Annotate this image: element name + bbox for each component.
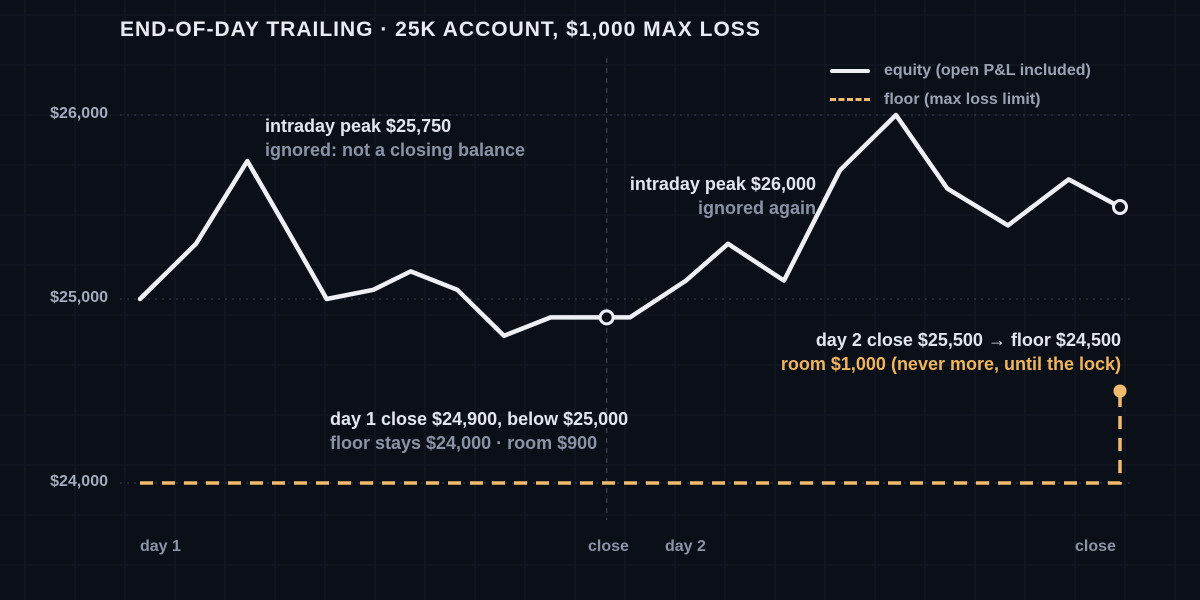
chart-title: END-OF-DAY TRAILING · 25K ACCOUNT, $1,00… <box>120 18 761 41</box>
annotation-day2-close-title: day 2 close $25,500 → floor $24,500 <box>815 330 1121 350</box>
y-tick-label-26000: $26,000 <box>50 105 108 122</box>
marker-close-0 <box>598 309 615 326</box>
x-tick-label-day1: day 1 <box>140 538 181 555</box>
annotation-day1-close-note: floor stays $24,000 · room $900 <box>330 433 598 453</box>
annotation-peak2-title: intraday peak $26,000 <box>629 174 816 194</box>
marker-close-1 <box>1112 199 1128 215</box>
annotation-peak2-note: ignored again <box>697 198 816 218</box>
annotation-peak1-note: ignored: not a closing balance <box>265 140 526 160</box>
legend-item-floor: floor (max loss limit) <box>830 89 1091 110</box>
x-tick-label-day2: day 2 <box>665 538 706 555</box>
x-tick-label-close2: close <box>1075 538 1116 555</box>
annotation-day2-close-note: room $1,000 (never more, until the lock) <box>780 354 1121 374</box>
marker-floor-2 <box>1113 384 1127 398</box>
annotation-day2-close: day 2 close $25,500 → floor $24,500 room… <box>700 328 1121 376</box>
floor-series <box>140 391 1122 485</box>
annotation-peak1-title: intraday peak $25,750 <box>265 116 452 136</box>
floor-line <box>140 391 1122 485</box>
annotation-peak1: intraday peak $25,750 ignored: not a clo… <box>265 114 525 162</box>
legend-item-equity: equity (open P&L included) <box>830 60 1091 81</box>
y-tick-label-25000: $25,000 <box>50 289 108 306</box>
legend-swatch-equity <box>830 68 870 73</box>
annotation-peak2: intraday peak $26,000 ignored again <box>560 172 816 220</box>
legend-swatch-floor <box>830 98 870 101</box>
y-tick-label-24000: $24,000 <box>50 473 108 490</box>
markers <box>598 199 1128 398</box>
legend: equity (open P&L included) floor (max lo… <box>830 60 1091 118</box>
annotation-day1-close-title: day 1 close $24,900, below $25,000 <box>330 409 629 429</box>
legend-label-equity: equity (open P&L included) <box>884 61 1091 79</box>
annotation-day1-close: day 1 close $24,900, below $25,000 floor… <box>330 407 628 455</box>
gridlines <box>120 114 1135 484</box>
legend-label-floor: floor (max loss limit) <box>884 90 1041 108</box>
x-tick-label-close1: close <box>588 538 629 555</box>
